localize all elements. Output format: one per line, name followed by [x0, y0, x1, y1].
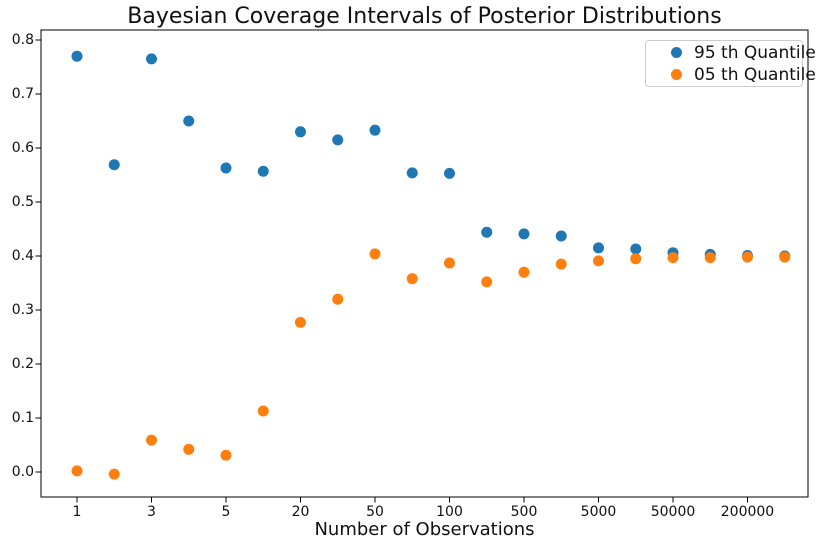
scatter-point-series0 — [555, 230, 567, 242]
x-tick-label: 50 — [366, 504, 384, 520]
x-tick-label: 5 — [221, 504, 231, 520]
scatter-point-series0 — [593, 242, 604, 254]
scatter-point-series1 — [220, 449, 232, 461]
scatter-point-series1 — [518, 266, 530, 278]
scatter-point-series1 — [779, 251, 791, 263]
scatter-points-layer — [71, 50, 791, 480]
scatter-point-series1 — [146, 434, 157, 446]
scatter-point-series0 — [71, 50, 83, 62]
scatter-point-series0 — [444, 167, 455, 179]
x-tick-label: 5000 — [580, 504, 617, 520]
scatter-point-series1 — [406, 273, 418, 285]
scatter-point-series1 — [183, 443, 195, 455]
y-tick-label: 0.8 — [11, 32, 34, 48]
scatter-point-series1 — [295, 316, 306, 328]
x-tick-label: 20 — [291, 504, 310, 520]
x-axis-label: Number of Observations — [314, 519, 535, 540]
scatter-point-series1 — [369, 248, 381, 260]
scatter-point-series0 — [108, 159, 120, 171]
y-tick-label: 0.4 — [11, 248, 34, 264]
chart-title: Bayesian Coverage Intervals of Posterior… — [127, 4, 722, 29]
scatter-point-series1 — [630, 253, 642, 265]
scatter-point-series0 — [220, 162, 232, 174]
legend-marker-05th-icon — [671, 69, 682, 80]
legend-item-95th: 95 th Quantile — [646, 42, 816, 64]
scatter-point-series1 — [71, 465, 83, 477]
scatter-point-series1 — [257, 405, 269, 417]
y-tick-label: 0.3 — [11, 302, 34, 318]
scatter-point-series0 — [183, 115, 195, 127]
y-tick-label: 0.1 — [11, 410, 34, 426]
scatter-point-series0 — [295, 126, 306, 138]
scatter-point-series0 — [518, 228, 530, 240]
x-tick-label: 1 — [72, 504, 82, 520]
scatter-point-series0 — [406, 167, 418, 179]
scatter-point-series0 — [257, 165, 269, 177]
scatter-point-series1 — [593, 255, 604, 267]
scatter-point-series0 — [146, 53, 157, 65]
x-tick-label: 50000 — [650, 504, 696, 520]
scatter-point-series1 — [481, 276, 493, 288]
scatter-point-series1 — [555, 258, 567, 270]
legend-marker-95th-icon — [671, 47, 682, 58]
scatter-point-series0 — [630, 243, 642, 255]
scatter-point-series1 — [332, 293, 344, 305]
x-tick-label: 3 — [147, 504, 156, 520]
scatter-point-series1 — [667, 252, 679, 264]
axis-ticks-layer — [35, 39, 748, 503]
plot-area-frame — [40, 29, 809, 498]
x-tick-label: 500 — [510, 504, 538, 520]
scatter-point-series0 — [369, 124, 381, 136]
scatter-point-series0 — [332, 134, 344, 146]
x-tick-label: 100 — [436, 504, 463, 520]
legend: 95 th Quantile 05 th Quantile — [645, 40, 816, 87]
scatter-point-series1 — [704, 252, 716, 264]
y-tick-label: 0.0 — [11, 464, 34, 480]
scatter-point-series1 — [108, 468, 120, 480]
legend-label-95th: 95 th Quantile — [694, 42, 816, 63]
y-tick-label: 0.2 — [11, 356, 34, 372]
y-tick-label: 0.6 — [11, 140, 34, 156]
legend-label-05th: 05 th Quantile — [694, 64, 816, 85]
scatter-point-series1 — [444, 257, 455, 269]
x-tick-label: 200000 — [720, 504, 775, 520]
scatter-point-series0 — [481, 226, 493, 238]
scatter-point-series1 — [742, 251, 753, 263]
legend-item-05th: 05 th Quantile — [646, 64, 816, 86]
y-tick-label: 0.7 — [11, 86, 34, 102]
y-tick-label: 0.5 — [11, 194, 34, 210]
